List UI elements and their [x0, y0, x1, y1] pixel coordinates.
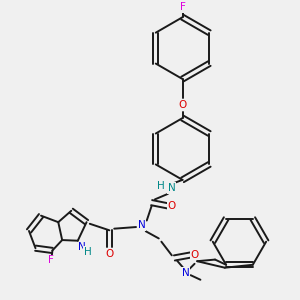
Text: O: O — [105, 249, 113, 259]
Text: H: H — [157, 182, 165, 191]
Text: F: F — [48, 255, 54, 265]
Text: O: O — [168, 201, 176, 211]
Text: O: O — [178, 100, 187, 110]
Text: N: N — [182, 268, 190, 278]
Text: N: N — [78, 242, 86, 252]
Text: O: O — [191, 250, 199, 260]
Text: F: F — [180, 2, 185, 13]
Text: N: N — [138, 220, 146, 230]
Text: N: N — [168, 183, 176, 193]
Text: H: H — [84, 247, 92, 257]
